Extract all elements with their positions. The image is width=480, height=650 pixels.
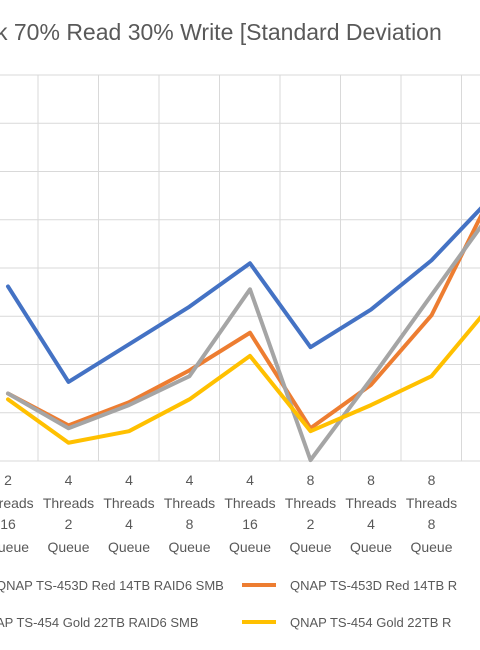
x-tick-label: Threads: [103, 495, 154, 511]
chart-title: k 70% Read 30% Write [Standard Deviation: [0, 19, 442, 45]
x-tick-label: 8: [367, 472, 375, 488]
x-tick-label: 16: [242, 516, 258, 532]
x-axis-tick-labels: 2 Threads 16 Queue 4 Threads 2 Queue 4 Threads 4 Qu…: [0, 472, 457, 555]
x-tick-label: 2: [4, 472, 12, 488]
x-tick-label: 4: [186, 472, 194, 488]
series-line-4: [6, 315, 480, 445]
series-line-1: [6, 206, 480, 384]
x-tick-label: 8: [428, 472, 436, 488]
x-tick-label: Threads: [164, 495, 215, 511]
x-tick-label: Queue: [289, 539, 331, 555]
x-tick-label: Queue: [410, 539, 452, 555]
x-tick-label: Threads: [43, 495, 94, 511]
x-tick-label: 4: [367, 516, 375, 532]
x-tick-label: Queue: [0, 539, 29, 555]
series-lines: [6, 206, 480, 463]
x-tick-label: 4: [125, 472, 133, 488]
x-tick-label: 4: [125, 516, 133, 532]
x-tick-label: Queue: [108, 539, 150, 555]
x-tick-label: 8: [428, 516, 436, 532]
x-tick-label: 8: [186, 516, 194, 532]
x-tick-label: Threads: [224, 495, 275, 511]
legend-label: QNAP TS-453D Red 14TB RAID6 SMB: [0, 578, 224, 593]
x-tick-label: Queue: [350, 539, 392, 555]
legend-label: QNAP TS-454 Gold 22TB R: [290, 615, 451, 630]
x-tick-label: 4: [246, 472, 254, 488]
series-line-3: [6, 224, 480, 463]
x-tick-label: Threads: [285, 495, 336, 511]
x-tick-label: Threads: [0, 495, 34, 511]
x-tick-label: Threads: [345, 495, 396, 511]
x-tick-label: Threads: [406, 495, 457, 511]
x-tick-label: 8: [307, 472, 315, 488]
legend: QNAP TS-453D Red 14TB RAID6 SMB QNAP TS-4…: [0, 578, 457, 630]
x-tick-label: 4: [65, 472, 73, 488]
x-tick-label: Queue: [168, 539, 210, 555]
x-tick-label: Queue: [47, 539, 89, 555]
x-tick-label: 2: [307, 516, 315, 532]
x-tick-label: Queue: [229, 539, 271, 555]
x-tick-label: 16: [0, 516, 16, 532]
series-line-2: [6, 213, 480, 431]
legend-label: AP TS-454 Gold 22TB RAID6 SMB: [0, 615, 199, 630]
legend-label: QNAP TS-453D Red 14TB R: [290, 578, 457, 593]
x-tick-label: 2: [65, 516, 73, 532]
